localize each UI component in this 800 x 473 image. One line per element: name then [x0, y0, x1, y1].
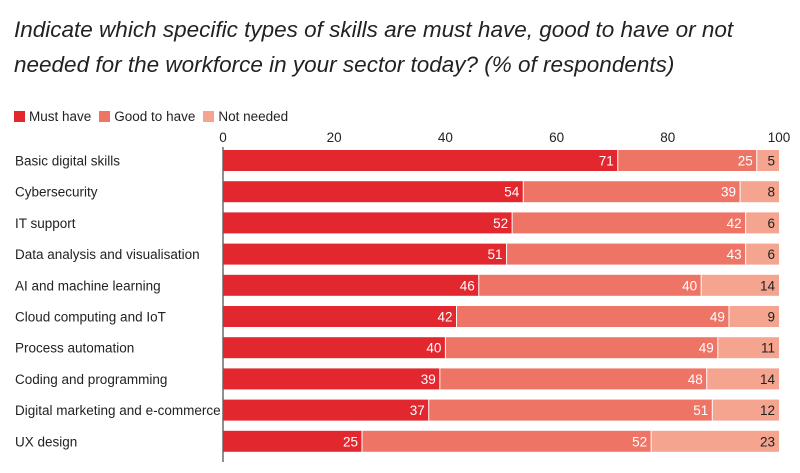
data-label-good-to-have: 40: [682, 278, 697, 293]
x-tick-label: 40: [438, 130, 453, 145]
bar-must-have: [223, 306, 457, 327]
category-label: Process automation: [15, 341, 134, 356]
bar-good-to-have: [523, 181, 741, 203]
data-label-good-to-have: 39: [721, 185, 736, 200]
data-label-good-to-have: 42: [727, 216, 742, 231]
legend-swatch-must-have: [14, 110, 25, 122]
bar-not-needed: [701, 274, 779, 296]
x-tick-label: 0: [219, 130, 227, 145]
data-label-must-have: 46: [460, 278, 475, 293]
category-label: IT support: [15, 216, 76, 231]
chart-title: Indicate which specific types of skills …: [14, 17, 734, 77]
data-label-not-needed: 9: [767, 310, 775, 325]
x-tick-label: 20: [327, 130, 342, 145]
data-label-must-have: 51: [488, 247, 503, 262]
bar-good-to-have: [617, 150, 757, 171]
legend-label-good-to-have: Good to have: [114, 108, 196, 124]
bar-not-needed: [756, 150, 779, 171]
data-label-not-needed: 6: [767, 247, 775, 262]
bar-must-have: [223, 150, 618, 171]
data-label-not-needed: 12: [760, 403, 775, 418]
legend-item-good-to-have: Good to have: [99, 109, 195, 124]
category-label: Cloud computing and IoT: [15, 310, 166, 325]
bar-not-needed: [745, 212, 779, 234]
bar-not-needed: [717, 337, 779, 359]
data-label-must-have: 52: [493, 216, 508, 231]
x-tick-label: 100: [768, 130, 791, 145]
data-label-good-to-have: 43: [727, 247, 742, 262]
category-label: Coding and programming: [15, 372, 167, 387]
legend: Must have Good to have Not needed: [14, 106, 296, 126]
data-label-good-to-have: 49: [710, 310, 725, 325]
legend-swatch-not-needed: [203, 110, 215, 122]
data-label-good-to-have: 52: [632, 434, 647, 449]
bar-must-have: [223, 274, 479, 296]
legend-item-not-needed: Not needed: [203, 109, 288, 124]
data-label-must-have: 42: [437, 310, 452, 325]
category-label: Basic digital skills: [15, 154, 120, 169]
bar-not-needed: [651, 430, 779, 452]
data-label-good-to-have: 25: [738, 154, 753, 169]
data-label-good-to-have: 49: [699, 341, 714, 356]
data-label-must-have: 54: [504, 185, 520, 200]
bar-must-have: [223, 368, 440, 390]
bar-good-to-have: [478, 274, 702, 296]
category-label: UX design: [15, 434, 77, 449]
data-label-must-have: 71: [599, 154, 614, 169]
legend-swatch-good-to-have: [99, 110, 111, 122]
data-label-must-have: 40: [426, 341, 441, 356]
category-label: Data analysis and visualisation: [15, 247, 200, 262]
bar-not-needed: [712, 399, 779, 421]
bar-good-to-have: [506, 243, 746, 265]
bar-good-to-have: [445, 337, 718, 359]
bar-not-needed: [740, 181, 779, 203]
bar-not-needed: [706, 368, 779, 390]
data-label-not-needed: 8: [767, 185, 775, 200]
data-label-not-needed: 5: [767, 154, 775, 169]
bar-good-to-have: [512, 212, 746, 234]
bar-good-to-have: [362, 430, 652, 452]
category-label: Cybersecurity: [15, 185, 98, 200]
data-label-good-to-have: 48: [688, 372, 703, 387]
bar-must-have: [223, 430, 362, 452]
bar-good-to-have: [439, 368, 707, 390]
bar-not-needed: [745, 243, 779, 265]
data-label-not-needed: 14: [760, 372, 776, 387]
bar-good-to-have: [456, 306, 729, 327]
bar-good-to-have: [428, 399, 713, 421]
legend-label-not-needed: Not needed: [218, 108, 289, 124]
x-tick-label: 80: [660, 130, 675, 145]
data-label-not-needed: 23: [760, 434, 775, 449]
x-tick-label: 60: [549, 130, 564, 145]
bar-must-have: [223, 399, 429, 421]
data-label-must-have: 25: [343, 434, 358, 449]
data-label-must-have: 37: [410, 403, 425, 418]
bar-must-have: [223, 243, 507, 265]
data-label-not-needed: 6: [767, 216, 775, 231]
legend-item-must-have: Must have: [14, 109, 91, 124]
category-label: Digital marketing and e-commerce: [15, 403, 221, 418]
data-label-not-needed: 11: [761, 341, 775, 356]
data-label-good-to-have: 51: [693, 403, 708, 418]
category-label: AI and machine learning: [15, 278, 161, 293]
bar-not-needed: [728, 306, 779, 327]
bar-must-have: [223, 212, 513, 234]
data-label-not-needed: 14: [760, 278, 776, 293]
bar-must-have: [223, 181, 524, 203]
legend-label-must-have: Must have: [29, 108, 92, 124]
bar-must-have: [223, 337, 446, 359]
data-label-must-have: 39: [421, 372, 436, 387]
